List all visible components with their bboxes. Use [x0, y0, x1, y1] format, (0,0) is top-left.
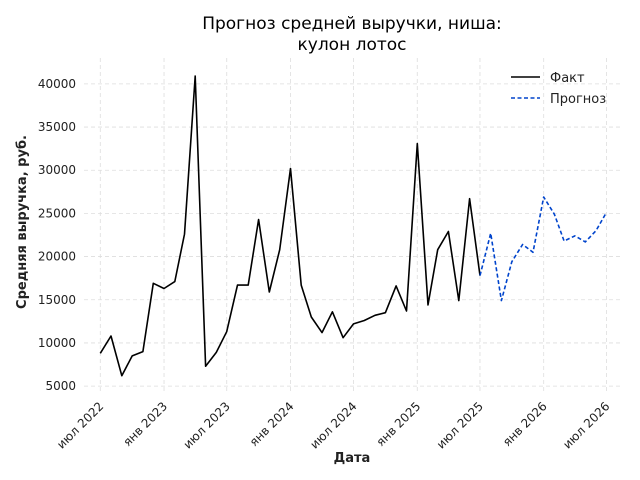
x-tick-label: июл 2022	[54, 399, 106, 451]
x-axis-label: Дата	[334, 451, 371, 466]
legend-label-forecast: Прогноз	[550, 92, 606, 107]
grid-layer	[84, 58, 622, 393]
x-axis-ticks: июл 2022 янв 2023 июл 2023 янв 2024 июл 2024…	[54, 399, 612, 451]
x-tick-label: июл 2023	[181, 399, 233, 451]
x-tick-label: июл 2024	[307, 399, 359, 451]
x-tick-label: июл 2025	[434, 399, 486, 451]
x-tick-label: янв 2025	[374, 399, 424, 449]
y-tick-label: 20000	[38, 250, 76, 264]
x-tick-label: янв 2023	[120, 399, 170, 449]
y-tick-label: 5000	[45, 379, 76, 393]
legend-label-fact: Факт	[550, 71, 585, 86]
chart-title-line-1: Прогноз средней выручки, ниша:	[202, 14, 502, 34]
x-tick-label: июл 2026	[560, 399, 612, 451]
y-axis-ticks: 5000 10000 15000 20000 25000 30000 35000 40000	[38, 77, 76, 393]
series-line-forecast	[479, 196, 608, 302]
series-layer	[99, 75, 608, 377]
y-tick-label: 35000	[38, 120, 76, 134]
chart-title-line-2: кулон лотос	[297, 35, 406, 55]
y-tick-label: 10000	[38, 336, 76, 350]
y-tick-label: 30000	[38, 163, 76, 177]
y-tick-label: 40000	[38, 77, 76, 91]
x-tick-label: янв 2026	[500, 399, 550, 449]
y-tick-label: 15000	[38, 293, 76, 307]
legend: Факт Прогноз	[511, 71, 606, 107]
y-axis-label: Средняя выручка, руб.	[15, 135, 30, 309]
y-tick-label: 25000	[38, 206, 76, 220]
x-tick-label: янв 2024	[247, 399, 297, 449]
